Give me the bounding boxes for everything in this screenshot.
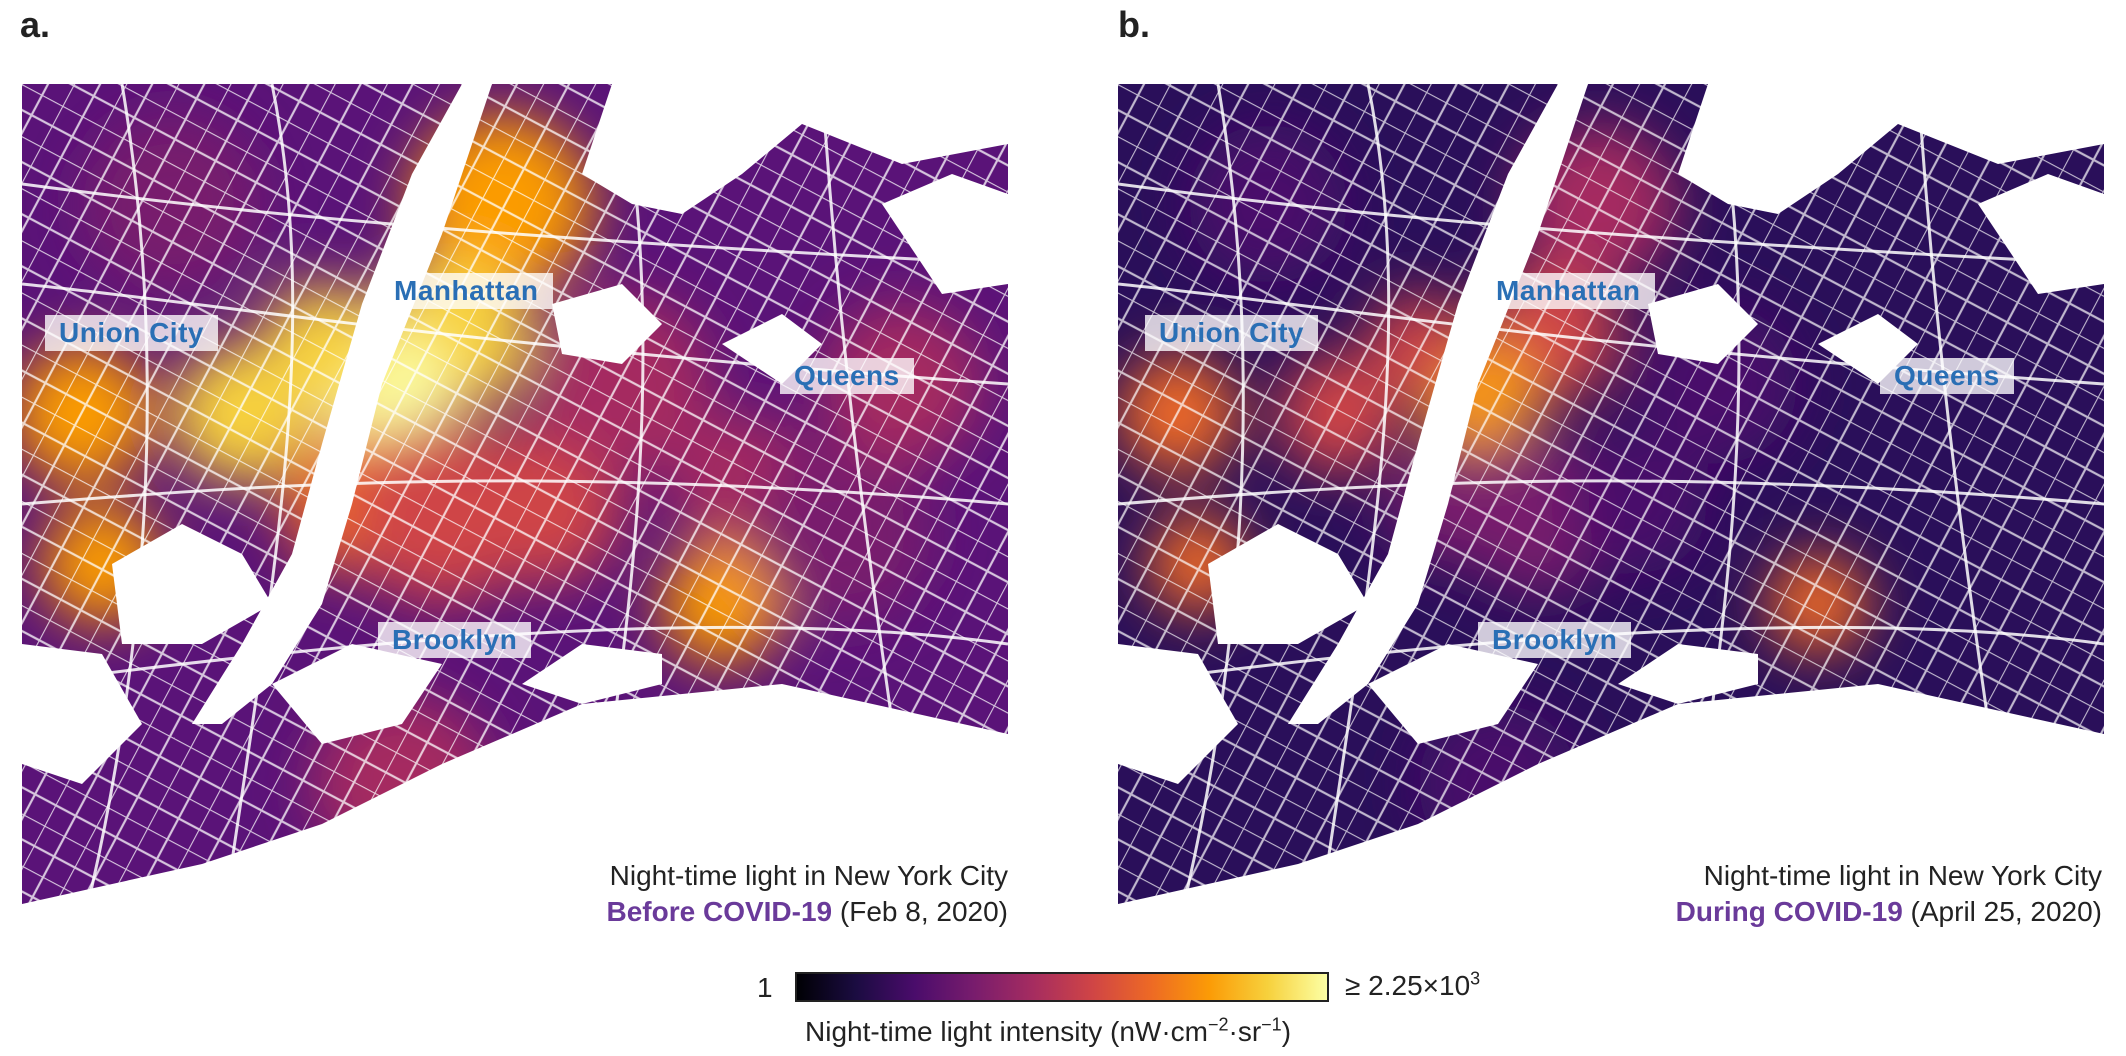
colorbar-label-sr: ·sr [1228,1016,1262,1047]
colorbar-min-label: 1 [757,972,773,1003]
colorbar-label-exp-cm: −2 [1207,1014,1229,1035]
colorbar-label-text: Night-time light intensity (nW·cm [805,1016,1208,1047]
colorbar-max-label: ≥ 2.25×103 [1345,970,1480,1002]
highway [22,182,1008,266]
panel-b-letter: b. [1118,4,1150,45]
caption-highlight: Before COVID-19 [606,896,833,927]
caption-period: During COVID-19 (April 25, 2020) [1676,894,2102,930]
caption-period: Before COVID-19 (Feb 8, 2020) [607,894,1009,930]
caption-during: Night-time light in New York City During… [1676,858,2102,930]
colorbar-max-exponent: 3 [1470,968,1481,989]
colorbar-label-exp-sr: −1 [1261,1014,1282,1035]
place-label-brooklyn: Brooklyn [378,622,532,658]
place-label-union-city: Union City [45,315,218,351]
highway [80,84,149,929]
place-label-brooklyn: Brooklyn [1478,622,1632,658]
night-light-map-before [22,84,1008,929]
highway [1176,84,1245,929]
water-bodies [1118,84,2104,929]
caption-title: Night-time light in New York City [1703,860,2102,891]
caption-date: (Feb 8, 2020) [832,896,1008,927]
place-label-queens: Queens [1880,358,2014,394]
highway [1118,182,2104,266]
place-label-manhattan: Manhattan [1482,273,1655,309]
highway [220,84,295,929]
panel-a-letter: a. [20,4,51,45]
place-label-union-city: Union City [1145,315,1318,351]
colorbar [795,972,1329,1002]
highway [1316,84,1391,929]
place-label-manhattan: Manhattan [380,273,553,309]
colorbar-label-close: ) [1281,1016,1292,1047]
highway [1118,479,2104,506]
colorbar-axis-label: Night-time light intensity (nW·cm−2·sr−1… [805,1016,1291,1048]
colorbar-max-value: ≥ 2.25×10 [1345,970,1471,1001]
caption-date: (April 25, 2020) [1902,896,2102,927]
place-label-queens: Queens [780,358,914,394]
caption-highlight: During COVID-19 [1675,896,1903,927]
water-bodies [22,84,1008,929]
caption-title: Night-time light in New York City [609,860,1008,891]
caption-before: Night-time light in New York City Before… [607,858,1009,930]
map-panel-during [1118,84,2104,929]
night-light-map-during [1118,84,2104,929]
highway [22,479,1008,506]
map-panel-before [22,84,1008,929]
